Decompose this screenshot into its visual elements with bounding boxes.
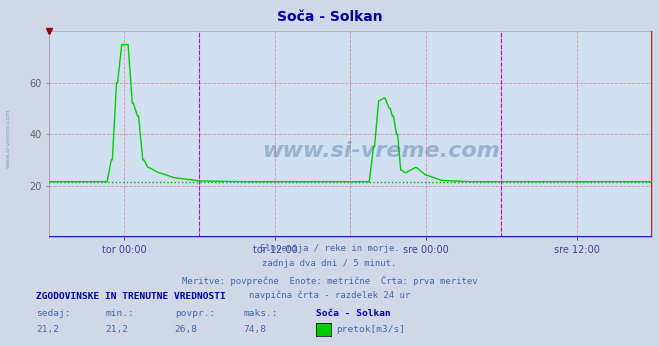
Text: 74,8: 74,8 [244, 325, 267, 334]
Text: sedaj:: sedaj: [36, 309, 71, 318]
Text: Slovenija / reke in morje.: Slovenija / reke in morje. [260, 244, 399, 253]
Text: Meritve: povprečne  Enote: metrične  Črta: prva meritev: Meritve: povprečne Enote: metrične Črta:… [182, 275, 477, 285]
Text: Soča - Solkan: Soča - Solkan [316, 309, 391, 318]
Text: maks.:: maks.: [244, 309, 278, 318]
Text: 21,2: 21,2 [105, 325, 129, 334]
Text: min.:: min.: [105, 309, 134, 318]
Text: www.si-vreme.com: www.si-vreme.com [262, 140, 500, 161]
Text: ZGODOVINSKE IN TRENUTNE VREDNOSTI: ZGODOVINSKE IN TRENUTNE VREDNOSTI [36, 292, 226, 301]
Text: www.si-vreme.com: www.si-vreme.com [5, 109, 11, 168]
Text: 21,2: 21,2 [36, 325, 59, 334]
Text: Soča - Solkan: Soča - Solkan [277, 10, 382, 24]
Text: zadnja dva dni / 5 minut.: zadnja dva dni / 5 minut. [262, 260, 397, 268]
Text: povpr.:: povpr.: [175, 309, 215, 318]
Text: pretok[m3/s]: pretok[m3/s] [336, 325, 405, 334]
Text: navpična črta - razdelek 24 ur: navpična črta - razdelek 24 ur [249, 291, 410, 300]
Text: 26,8: 26,8 [175, 325, 198, 334]
